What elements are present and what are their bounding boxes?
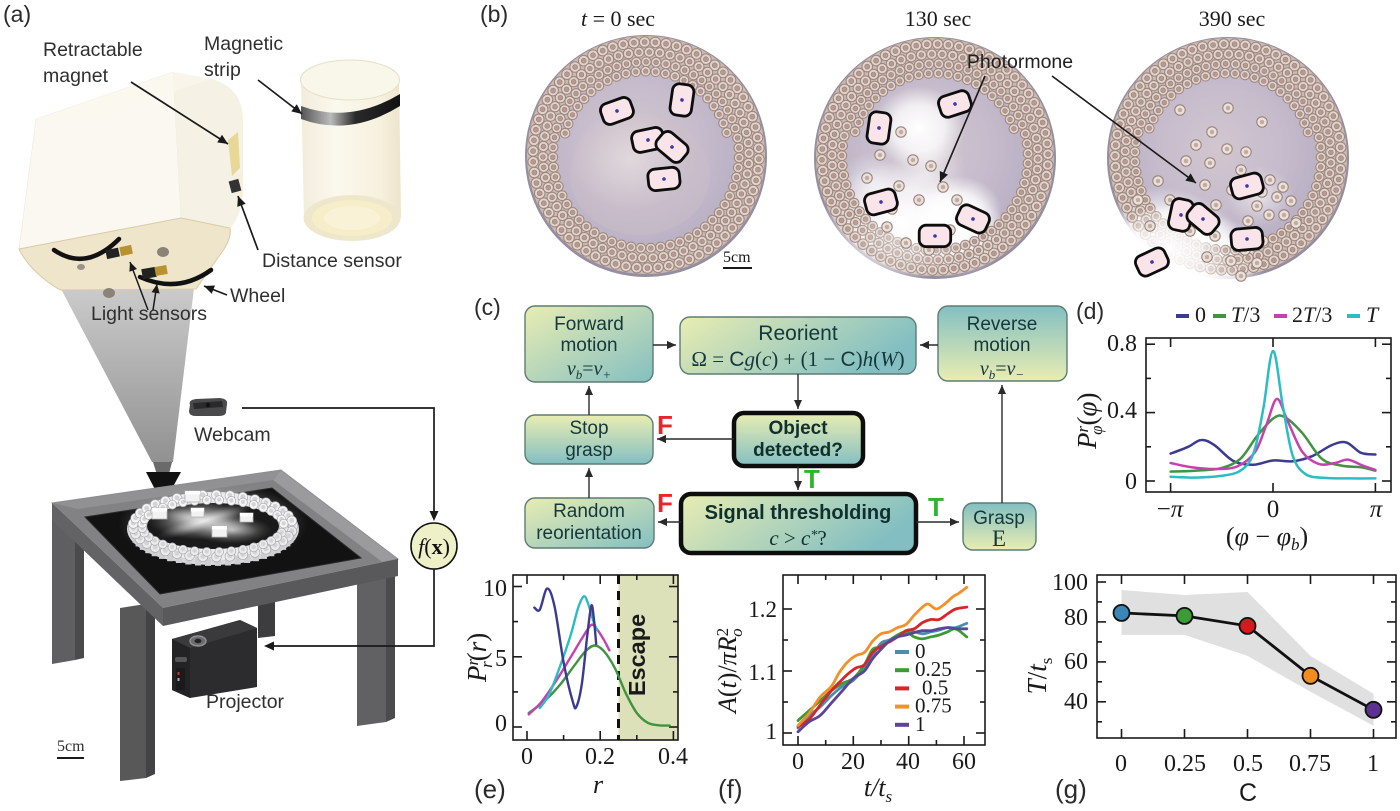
svg-text:0: 0	[1115, 751, 1127, 777]
svg-text:(f): (f)	[718, 774, 743, 804]
svg-text:Distance sensor: Distance sensor	[262, 250, 402, 272]
svg-text:T/ts: T/ts	[1022, 658, 1056, 695]
svg-text:100: 100	[1052, 570, 1088, 596]
svg-text:0.2: 0.2	[585, 744, 615, 770]
svg-text:Prr(r): Prr(r)	[462, 633, 496, 683]
svg-text:60: 60	[1064, 649, 1088, 675]
svg-text:2T/3: 2T/3	[1292, 302, 1332, 327]
svg-text:T: T	[928, 492, 944, 522]
svg-text:60: 60	[952, 749, 976, 775]
svg-text:0.75: 0.75	[1289, 751, 1331, 777]
svg-text:r: r	[593, 770, 604, 799]
svg-text:π: π	[1370, 496, 1384, 523]
svg-text:Magnetic: Magnetic	[204, 33, 283, 55]
svg-text:0: 0	[521, 744, 533, 770]
svg-text:Escape: Escape	[624, 614, 650, 696]
svg-text:Photormone: Photormone	[967, 51, 1073, 73]
svg-text:Object: Object	[768, 418, 828, 439]
svg-text:1.2: 1.2	[748, 597, 777, 622]
svg-text:0.5: 0.5	[1233, 751, 1263, 777]
svg-text:Projector: Projector	[206, 691, 285, 713]
svg-text:T/3: T/3	[1231, 302, 1260, 327]
svg-text:t = 0 sec: t = 0 sec	[581, 6, 655, 31]
svg-text:T: T	[1366, 302, 1380, 327]
svg-text:0: 0	[792, 749, 804, 775]
svg-text:(a): (a)	[3, 1, 31, 27]
svg-text:F: F	[657, 410, 673, 440]
svg-text:Ω = Cg(c) + (1 − C)h(W): Ω = Cg(c) + (1 − C)h(W)	[691, 347, 904, 371]
svg-text:1: 1	[1367, 751, 1379, 777]
svg-text:5cm: 5cm	[57, 738, 85, 755]
svg-text:E: E	[992, 526, 1006, 551]
svg-text:motion: motion	[973, 335, 1030, 356]
svg-text:f(x): f(x)	[418, 534, 450, 559]
svg-text:(φ − φb): (φ − φb)	[1226, 522, 1308, 554]
svg-text:0.75: 0.75	[915, 694, 952, 718]
svg-text:(g): (g)	[1055, 774, 1087, 804]
svg-text:Reorient: Reorient	[758, 322, 838, 345]
svg-text:Wheel: Wheel	[230, 285, 285, 307]
svg-text:strip: strip	[204, 59, 241, 81]
svg-text:10: 10	[483, 576, 507, 602]
svg-text:80: 80	[1064, 605, 1088, 631]
svg-text:(d): (d)	[1076, 298, 1104, 324]
svg-text:reorientation: reorientation	[536, 523, 642, 544]
svg-text:Signal thresholding: Signal thresholding	[705, 502, 892, 524]
svg-text:Retractable: Retractable	[43, 39, 143, 61]
svg-text:1.1: 1.1	[748, 660, 777, 685]
svg-text:Grasp: Grasp	[973, 508, 1025, 529]
svg-text:0.25: 0.25	[1164, 751, 1206, 777]
svg-text:(b): (b)	[480, 1, 508, 27]
svg-text:(c): (c)	[474, 294, 501, 320]
svg-text:F: F	[657, 488, 673, 518]
svg-text:vb=v+: vb=v+	[567, 358, 611, 382]
svg-text:0: 0	[1125, 469, 1137, 495]
svg-text:1: 1	[766, 719, 778, 744]
svg-text:0: 0	[495, 711, 507, 737]
svg-text:−π: −π	[1157, 496, 1185, 523]
svg-text:0.4: 0.4	[658, 744, 688, 770]
svg-text:motion: motion	[560, 335, 617, 356]
svg-text:magnet: magnet	[43, 65, 109, 87]
svg-text:0: 0	[915, 639, 926, 663]
svg-text:5: 5	[495, 646, 507, 672]
svg-text:20: 20	[841, 749, 865, 775]
svg-text:130 sec: 130 sec	[905, 6, 972, 31]
svg-text:1: 1	[915, 712, 926, 736]
svg-text:0.4: 0.4	[1107, 398, 1137, 424]
svg-text:40: 40	[896, 749, 920, 775]
svg-text:(e): (e)	[474, 774, 506, 804]
svg-text:Stop: Stop	[569, 418, 608, 439]
svg-text:detected?: detected?	[753, 440, 843, 461]
svg-text:0.8: 0.8	[1107, 331, 1137, 357]
svg-text:0.5: 0.5	[922, 675, 948, 699]
svg-text:Reverse: Reverse	[967, 314, 1038, 335]
svg-text:vb=v−: vb=v−	[980, 358, 1024, 382]
svg-text:Webcam: Webcam	[194, 424, 271, 446]
svg-text:Light sensors: Light sensors	[91, 303, 207, 325]
svg-text:A(t)/πR2o: A(t)/πR2o	[713, 628, 746, 715]
svg-text:0: 0	[1267, 496, 1280, 523]
svg-text:C: C	[1239, 779, 1257, 807]
svg-text:0.25: 0.25	[915, 657, 952, 681]
svg-text:Random: Random	[553, 501, 625, 522]
svg-text:5cm: 5cm	[723, 249, 751, 266]
svg-text:390 sec: 390 sec	[1199, 6, 1266, 31]
svg-text:c > c*?: c > c*?	[769, 526, 826, 550]
svg-text:grasp: grasp	[565, 440, 613, 461]
svg-text:0: 0	[1195, 302, 1206, 327]
svg-text:T: T	[804, 464, 820, 494]
svg-text:Forward: Forward	[554, 314, 624, 335]
svg-text:Prφ(φ): Prφ(φ)	[1072, 393, 1106, 450]
svg-text:40: 40	[1064, 689, 1088, 715]
